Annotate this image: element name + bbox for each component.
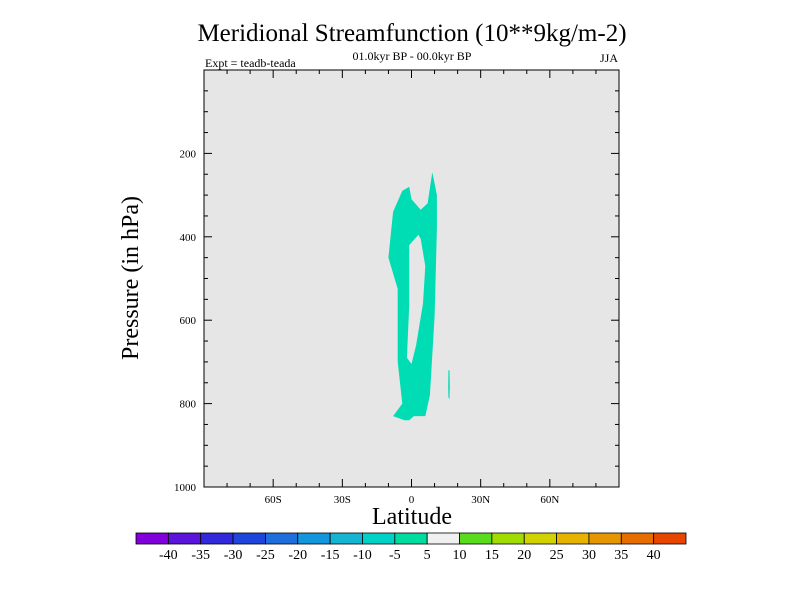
axis-ticks: 60S 30S 0 30N 60N 200 400 600 800 1000 bbox=[174, 70, 619, 506]
chart-subtitle: 01.0kyr BP - 00.0kyr BP bbox=[353, 49, 472, 63]
y-axis-label: Pressure (in hPa) bbox=[118, 196, 144, 360]
colorbar-label: -10 bbox=[353, 548, 372, 563]
colorbar-label: -15 bbox=[321, 548, 340, 563]
colorbar-label: -30 bbox=[224, 548, 243, 563]
colorbar-swatch bbox=[329, 532, 363, 545]
colorbar-swatch bbox=[620, 532, 655, 545]
colorbar-label: 40 bbox=[647, 548, 661, 563]
x-tick-label: 30S bbox=[334, 494, 351, 506]
colorbar-label: 35 bbox=[614, 548, 628, 563]
x-tick-label: 30N bbox=[471, 494, 490, 506]
colorbar-label: -25 bbox=[256, 548, 275, 563]
colorbar-label: 25 bbox=[550, 548, 564, 563]
small-contour bbox=[448, 370, 450, 400]
colorbar-swatch bbox=[362, 532, 396, 545]
colorbar-swatch bbox=[653, 532, 687, 545]
colorbar-swatch bbox=[265, 532, 299, 545]
y-tick-label: 200 bbox=[180, 148, 197, 160]
colorbar-swatch bbox=[491, 532, 525, 545]
y-tick-label: 600 bbox=[180, 315, 197, 327]
colorbar-label: -20 bbox=[288, 548, 307, 563]
chart-title: Meridional Streamfunction (10**9kg/m-2) bbox=[197, 20, 626, 47]
colorbar-swatch bbox=[523, 532, 557, 545]
colorbar-label: 20 bbox=[517, 548, 531, 563]
colorbar-label: 15 bbox=[485, 548, 499, 563]
colorbar-swatch bbox=[297, 532, 331, 545]
x-tick-label: 60N bbox=[540, 494, 559, 506]
colorbar-swatch bbox=[135, 532, 169, 545]
colorbar-swatch bbox=[426, 532, 460, 545]
colorbar-swatch bbox=[459, 532, 493, 545]
contour-regions bbox=[388, 172, 450, 421]
colorbar-label: -5 bbox=[389, 548, 401, 563]
x-tick-label: 0 bbox=[409, 494, 415, 506]
colorbar-swatch bbox=[200, 532, 234, 545]
colorbar-label: 10 bbox=[453, 548, 467, 563]
colorbar-label: -35 bbox=[191, 548, 210, 563]
y-tick-label: 800 bbox=[180, 399, 197, 411]
colorbar-label: -40 bbox=[159, 548, 178, 563]
colorbar: -40 -35 -30 -25 -20 -15 -10 -5 5 10 15 20 25 30 35 40 bbox=[135, 532, 687, 563]
plot-area bbox=[204, 70, 619, 487]
main-contour bbox=[388, 172, 437, 421]
x-axis-label: Latitude bbox=[372, 504, 452, 530]
colorbar-label: 5 bbox=[424, 548, 431, 563]
season-label: JJA bbox=[600, 51, 618, 65]
colorbar-swatch bbox=[167, 532, 202, 545]
colorbar-label: 30 bbox=[582, 548, 596, 563]
y-tick-label: 400 bbox=[180, 232, 197, 244]
colorbar-swatch bbox=[588, 532, 622, 545]
colorbar-swatch bbox=[394, 532, 428, 545]
y-tick-label: 1000 bbox=[174, 482, 197, 494]
colorbar-swatch bbox=[232, 532, 266, 545]
colorbar-swatch bbox=[556, 532, 590, 545]
x-tick-label: 60S bbox=[265, 494, 282, 506]
experiment-label: Expt = teadb-teada bbox=[205, 56, 296, 70]
